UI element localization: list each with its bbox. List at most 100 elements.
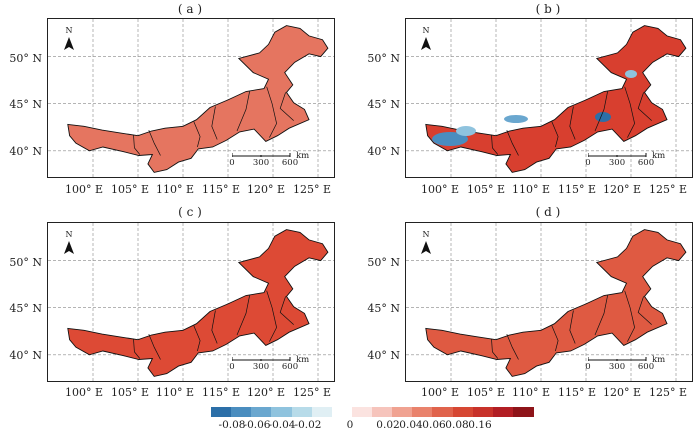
scale-tick-0-b: 0 xyxy=(585,158,591,168)
lon-label-100-c: 100° E xyxy=(64,386,104,399)
north-label-a: N xyxy=(65,26,73,35)
colorbar-segment xyxy=(351,407,373,417)
lat-label-50-c: 50° N xyxy=(9,256,42,269)
province-borders-a xyxy=(133,86,294,156)
map-d xyxy=(406,223,692,381)
scale-tick-0-a: 0 xyxy=(229,158,235,168)
colorbar-tick-neg002: -0.02 xyxy=(294,419,322,431)
province-border-2 xyxy=(211,310,218,344)
lon-label-105-a: 105° E xyxy=(110,183,150,196)
colorbar-tick-008: 0.08 xyxy=(445,419,469,431)
colorbar-segment xyxy=(251,407,272,417)
colorbar-segment xyxy=(311,407,333,417)
lon-label-120-d: 120° E xyxy=(602,386,642,399)
lat-label-50-a: 50° N xyxy=(9,52,42,65)
lon-label-110-c: 110° E xyxy=(155,386,195,399)
province-border-1 xyxy=(193,121,201,148)
colorbar-segment xyxy=(271,407,292,417)
lon-label-115-c: 115° E xyxy=(201,386,241,399)
lon-label-115-b: 115° E xyxy=(557,183,597,196)
lon-label-100-a: 100° E xyxy=(64,183,104,196)
scale-tick-600-b: 600 xyxy=(637,158,655,168)
scale-tick-300-b: 300 xyxy=(608,158,626,168)
lat-label-40-d: 40° N xyxy=(367,349,400,362)
scale-bar-a xyxy=(232,153,291,157)
colorbar-segment xyxy=(211,407,232,417)
province-border-0 xyxy=(148,333,161,360)
scale-tick-0-d: 0 xyxy=(585,362,591,372)
north-arrow-icon xyxy=(421,37,431,50)
province-border-5 xyxy=(279,92,294,121)
colorbar-tick-004: 0.04 xyxy=(399,419,423,431)
lat-label-40-b: 40° N xyxy=(367,145,400,158)
map-c xyxy=(48,223,334,381)
north-arrow-icon xyxy=(64,241,74,254)
province-border-4 xyxy=(624,86,635,138)
scale-tick-600-c: 600 xyxy=(281,362,299,372)
scale-tick-300-a: 300 xyxy=(252,158,270,168)
lon-label-120-b: 120° E xyxy=(602,183,642,196)
map-a xyxy=(48,19,334,177)
province-border-3 xyxy=(236,295,250,336)
province-border-6 xyxy=(491,338,499,359)
colorbar-segment xyxy=(372,407,393,417)
panel-title-a: ( a ) xyxy=(177,2,203,16)
province-border-6 xyxy=(133,338,141,359)
province-border-3 xyxy=(594,91,608,132)
lon-label-125-d: 125° E xyxy=(648,386,688,399)
lon-label-105-d: 105° E xyxy=(466,386,506,399)
north-arrow-icon xyxy=(421,241,431,254)
province-border-2 xyxy=(569,310,576,344)
scale-bar-c xyxy=(232,357,291,361)
scale-unit-a: km xyxy=(296,151,310,161)
province-border-0 xyxy=(506,129,519,156)
lon-label-115-d: 115° E xyxy=(557,386,597,399)
panel-title-b: ( b ) xyxy=(535,2,561,16)
region-shape-c xyxy=(67,229,329,377)
province-border-1 xyxy=(551,121,559,148)
province-border-6 xyxy=(133,134,141,155)
region-shape-b xyxy=(425,25,687,173)
province-borders-c xyxy=(133,290,294,360)
province-border-5 xyxy=(637,296,652,325)
province-border-3 xyxy=(594,295,608,336)
colorbar-tick-neg008: -0.08 xyxy=(218,419,246,431)
lat-label-40-a: 40° N xyxy=(9,145,42,158)
lon-label-105-b: 105° E xyxy=(466,183,506,196)
scale-tick-600-a: 600 xyxy=(281,158,299,168)
province-border-4 xyxy=(266,290,277,342)
province-border-2 xyxy=(569,106,576,140)
north-arrow-icon xyxy=(64,37,74,50)
region-shape-d xyxy=(425,229,687,377)
scale-bar-d xyxy=(588,357,647,361)
lat-label-50-b: 50° N xyxy=(367,52,400,65)
lon-label-110-a: 110° E xyxy=(155,183,195,196)
province-borders-d xyxy=(491,290,652,360)
lon-label-100-b: 100° E xyxy=(420,183,460,196)
colorbar-tick-002: 0.02 xyxy=(376,419,400,431)
lat-label-45-d: 45° N xyxy=(367,302,400,315)
lat-label-45-b: 45° N xyxy=(367,98,400,111)
lat-label-45-c: 45° N xyxy=(9,302,42,315)
province-border-0 xyxy=(148,129,161,156)
scale-tick-300-d: 300 xyxy=(608,362,626,372)
province-border-3 xyxy=(236,91,250,132)
panel-title-c: ( c ) xyxy=(178,205,202,219)
north-label-b: N xyxy=(422,26,430,35)
colorbar xyxy=(211,407,534,417)
lat-label-45-a: 45° N xyxy=(9,98,42,111)
colorbar-segment xyxy=(452,407,474,417)
colorbar-segment xyxy=(472,407,494,417)
scale-tick-600-d: 600 xyxy=(637,362,655,372)
panel-title-d: ( d ) xyxy=(535,205,561,219)
scale-tick-300-c: 300 xyxy=(252,362,270,372)
scale-tick-0-c: 0 xyxy=(229,362,235,372)
province-border-2 xyxy=(211,106,218,140)
colorbar-segment xyxy=(492,407,514,417)
map-frame-c xyxy=(47,222,335,382)
colorbar-tick-0: 0 xyxy=(346,419,354,431)
lon-label-125-b: 125° E xyxy=(648,183,688,196)
lon-label-120-a: 120° E xyxy=(246,183,286,196)
province-borders-b xyxy=(491,86,652,156)
colorbar-segment xyxy=(512,407,534,417)
